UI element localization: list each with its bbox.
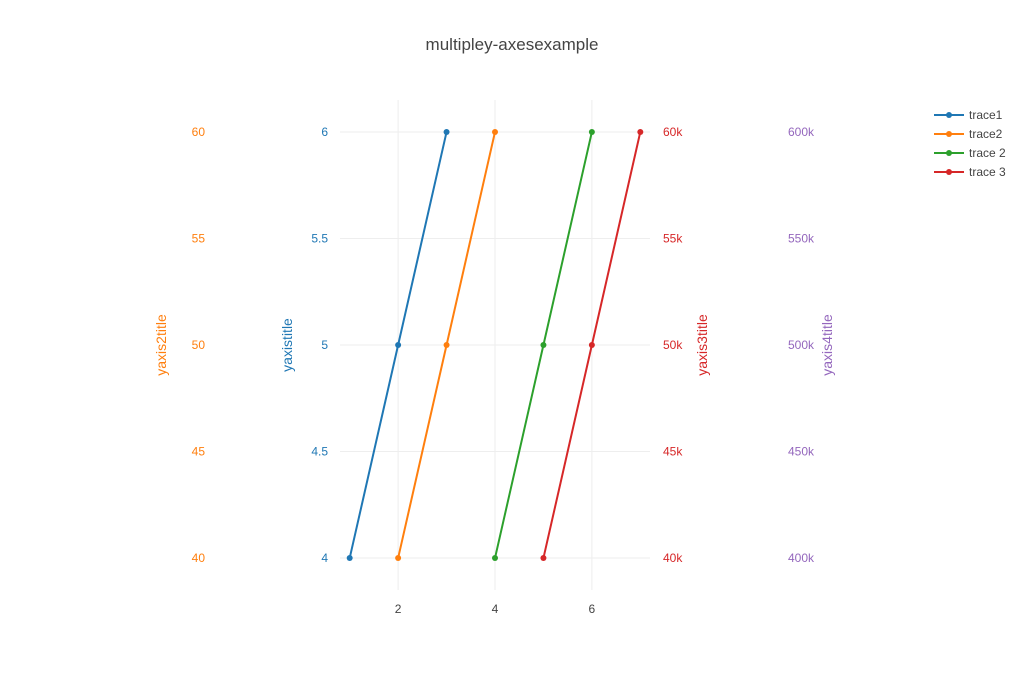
y-axis-title-y4: yaxis4title (819, 314, 835, 376)
data-point[interactable] (492, 128, 498, 135)
y-tick-label-y1: 6 (321, 125, 328, 139)
legend-item-trace-3[interactable]: trace 3 (934, 165, 1006, 179)
y-axis-title-y3: yaxis3title (694, 314, 710, 376)
y-axis-y4: 400k 450k 500k 550k 600k yaxis4title (788, 125, 835, 565)
y-tick-label-y3: 60k (663, 125, 683, 139)
y-tick-label-y4: 550k (788, 231, 815, 245)
series-trace1 (346, 128, 450, 562)
legend[interactable]: trace1 trace2 trace 2 trace 3 (934, 108, 1006, 179)
legend-label: trace 2 (969, 146, 1006, 160)
legend-marker-swatch (946, 112, 952, 118)
series-trace-3 (540, 128, 644, 562)
y-axis-y3: 40k 45k 50k 55k 60k yaxis3title (663, 125, 710, 565)
legend-marker-swatch (946, 131, 952, 137)
y-tick-label-y1: 4 (321, 551, 328, 565)
data-point[interactable] (346, 555, 353, 562)
data-point[interactable] (637, 128, 644, 135)
x-axis-ticks: 2 4 6 (395, 602, 596, 616)
legend-label: trace 3 (969, 165, 1006, 179)
y-tick-label-y2: 45 (192, 445, 206, 459)
data-point[interactable] (540, 555, 547, 562)
y-tick-label-y2: 60 (192, 125, 206, 139)
y-tick-label-y4: 400k (788, 551, 815, 565)
y-tick-label-y4: 450k (788, 445, 815, 459)
data-point[interactable] (443, 128, 450, 135)
data-point[interactable] (588, 128, 595, 135)
y-tick-label-y4: 500k (788, 338, 815, 352)
data-point[interactable] (395, 342, 402, 348)
data-point[interactable] (492, 555, 498, 562)
legend-marker-swatch (946, 150, 952, 156)
chart-title: multipley-axesexample (426, 35, 599, 54)
y-tick-label-y3: 50k (663, 338, 683, 352)
data-point[interactable] (395, 555, 402, 562)
y-axis-title-y2: yaxis2title (153, 314, 169, 376)
y-axis-title-y1: yaxistitle (279, 318, 295, 372)
legend-marker-swatch (946, 169, 952, 175)
legend-item-trace1[interactable]: trace1 (934, 108, 1003, 122)
data-point[interactable] (443, 342, 450, 348)
legend-item-trace-2[interactable]: trace 2 (934, 146, 1006, 160)
x-tick-label: 6 (589, 602, 596, 616)
y-tick-label-y1: 5 (321, 338, 328, 352)
y-axis-y1: 4 4.5 5 5.5 6 yaxistitle (279, 125, 328, 565)
y-tick-label-y1: 5.5 (311, 231, 328, 245)
legend-item-trace2[interactable]: trace2 (934, 127, 1003, 141)
legend-label: trace1 (969, 108, 1003, 122)
y-tick-label-y1: 4.5 (311, 445, 328, 459)
legend-label: trace2 (969, 127, 1003, 141)
y-tick-label-y2: 55 (192, 231, 206, 245)
y-tick-label-y2: 40 (192, 551, 206, 565)
grid-lines (340, 100, 650, 590)
y-tick-label-y4: 600k (788, 125, 815, 139)
y-tick-label-y3: 45k (663, 445, 683, 459)
y-tick-label-y2: 50 (192, 338, 206, 352)
y-tick-label-y3: 40k (663, 551, 683, 565)
data-point[interactable] (540, 342, 547, 348)
data-point[interactable] (588, 342, 595, 348)
x-tick-label: 2 (395, 602, 402, 616)
y-tick-label-y3: 55k (663, 231, 683, 245)
series-trace2 (395, 128, 498, 562)
x-tick-label: 4 (492, 602, 499, 616)
series-layer (346, 128, 644, 562)
y-axis-y2: 40 45 50 55 60 yaxis2title (153, 125, 205, 565)
y-axes: 4 4.5 5 5.5 6 yaxistitle 40 45 50 55 60 yaxis2title… (153, 125, 835, 565)
series-trace-2 (492, 128, 595, 562)
